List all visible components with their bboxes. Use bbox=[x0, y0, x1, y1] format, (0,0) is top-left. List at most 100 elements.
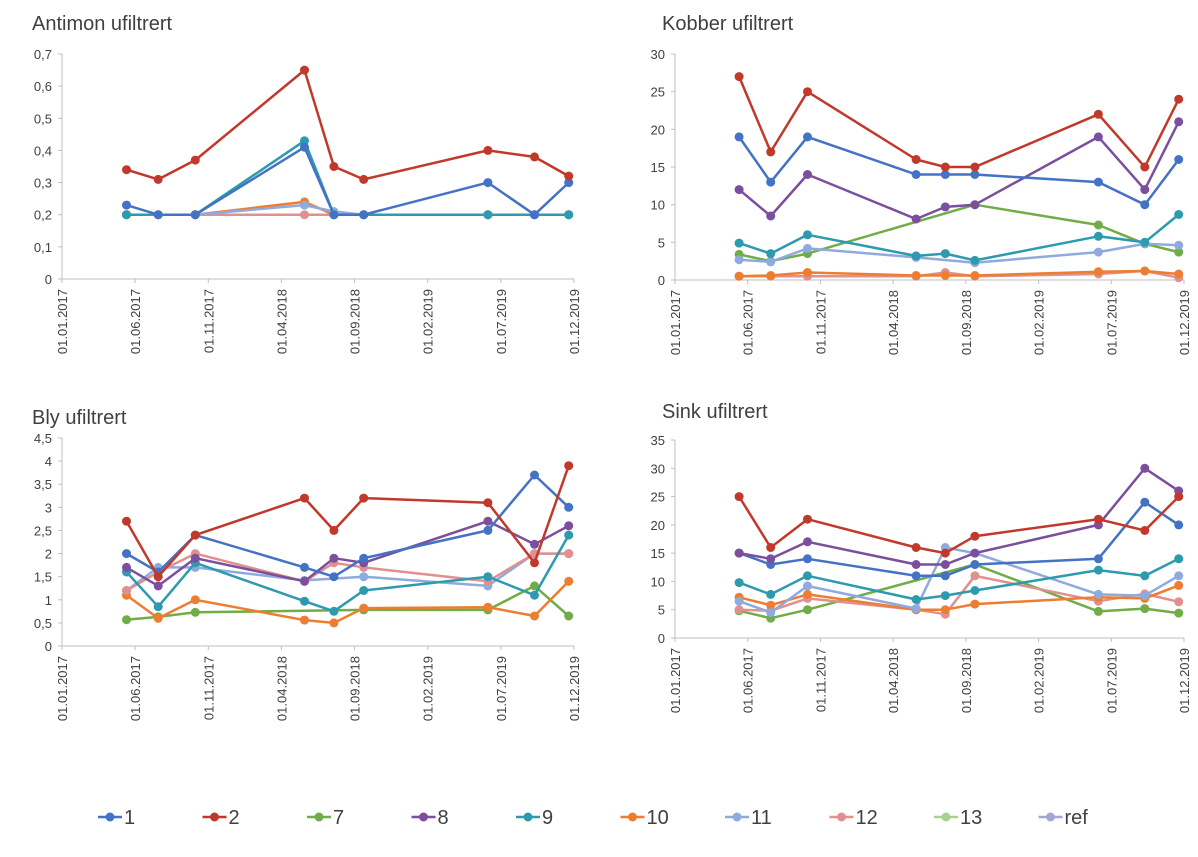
data-point bbox=[1174, 580, 1184, 590]
series-9 bbox=[122, 136, 574, 220]
y-tick-label: 2 bbox=[45, 547, 52, 562]
data-point bbox=[766, 543, 776, 552]
data-point bbox=[329, 618, 339, 628]
data-point bbox=[190, 210, 200, 220]
data-point bbox=[1093, 589, 1103, 599]
legend-item: 2 bbox=[202, 807, 240, 829]
y-tick-label: 20 bbox=[651, 518, 665, 533]
data-point bbox=[190, 553, 200, 563]
x-tick-label: 01.06.2017 bbox=[128, 656, 143, 721]
data-point bbox=[1174, 520, 1184, 530]
legend-swatch-marker bbox=[210, 812, 219, 822]
data-point bbox=[300, 576, 309, 586]
data-point bbox=[300, 615, 309, 625]
data-point bbox=[153, 210, 163, 220]
y-tick-label: 20 bbox=[651, 122, 665, 137]
data-point bbox=[483, 602, 493, 612]
data-point bbox=[940, 571, 950, 581]
data-point bbox=[483, 525, 493, 535]
series-12 bbox=[122, 549, 574, 595]
y-tick-label: 2,5 bbox=[34, 523, 52, 538]
legend-label: 1 bbox=[124, 807, 135, 829]
data-point bbox=[970, 271, 980, 280]
data-point bbox=[530, 581, 539, 591]
legend-swatch-marker bbox=[628, 812, 637, 822]
data-point bbox=[1174, 571, 1184, 581]
legend-item: 13 bbox=[934, 807, 982, 829]
data-point bbox=[734, 548, 744, 558]
legend-item: 10 bbox=[620, 807, 669, 829]
data-point bbox=[1140, 200, 1150, 210]
legend-item: 12 bbox=[829, 807, 878, 829]
x-tick-label: 01.04.2018 bbox=[274, 289, 289, 354]
x-tick-label: 01.11.2017 bbox=[201, 289, 216, 353]
data-point bbox=[300, 210, 309, 220]
data-point bbox=[190, 155, 200, 165]
legend: 1 2 7 8 9 10 11 12 13 ref bbox=[98, 807, 1088, 829]
y-tick-label: 15 bbox=[651, 160, 665, 175]
data-point bbox=[359, 210, 369, 220]
data-point bbox=[1140, 497, 1150, 507]
data-point bbox=[970, 599, 980, 609]
data-point bbox=[564, 549, 574, 559]
series-8 bbox=[734, 463, 1184, 569]
data-point bbox=[766, 177, 776, 187]
legend-swatch-marker bbox=[941, 812, 951, 822]
data-point bbox=[564, 611, 574, 621]
data-point bbox=[803, 170, 812, 179]
data-point bbox=[940, 591, 950, 601]
data-point bbox=[300, 493, 309, 503]
data-point bbox=[1093, 247, 1103, 257]
y-tick-label: 3,5 bbox=[34, 477, 52, 492]
y-tick-label: 0,6 bbox=[34, 79, 52, 94]
data-point bbox=[359, 603, 369, 613]
data-point bbox=[300, 596, 309, 606]
data-point bbox=[766, 608, 776, 617]
data-point bbox=[190, 607, 200, 617]
data-point bbox=[734, 578, 744, 588]
x-tick-label: 01.01.2017 bbox=[668, 290, 683, 355]
data-point bbox=[970, 548, 980, 558]
data-point bbox=[1174, 608, 1184, 618]
data-point bbox=[734, 492, 744, 502]
data-point bbox=[803, 87, 812, 97]
data-point bbox=[564, 521, 574, 531]
data-point bbox=[122, 200, 131, 210]
data-point bbox=[359, 493, 369, 503]
chart-title: Kobber ufiltrert bbox=[662, 13, 794, 35]
series-1 bbox=[734, 132, 1184, 210]
data-point bbox=[1140, 237, 1150, 247]
data-point bbox=[1093, 514, 1103, 524]
legend-item: 8 bbox=[411, 807, 449, 829]
legend-item: 11 bbox=[725, 807, 772, 829]
data-point bbox=[122, 165, 131, 175]
legend-swatch-marker bbox=[837, 812, 846, 822]
data-point bbox=[564, 178, 574, 188]
y-tick-label: 25 bbox=[651, 490, 665, 505]
legend-label: 9 bbox=[542, 807, 553, 829]
x-tick-label: 01.12.2019 bbox=[567, 289, 582, 354]
legend-label: ref bbox=[1065, 807, 1089, 829]
data-point bbox=[911, 170, 921, 179]
data-point bbox=[329, 162, 339, 171]
x-tick-label: 01.12.2019 bbox=[1177, 648, 1192, 713]
x-tick-label: 01.01.2017 bbox=[668, 648, 683, 713]
data-point bbox=[564, 576, 574, 586]
data-point bbox=[530, 539, 539, 549]
data-point bbox=[564, 502, 574, 512]
x-tick-label: 01.07.2019 bbox=[1104, 290, 1119, 355]
legend-label: 13 bbox=[960, 807, 982, 829]
data-point bbox=[803, 243, 812, 253]
series-2 bbox=[122, 461, 574, 582]
legend-item: 7 bbox=[307, 807, 344, 829]
chart-panel-1: Antimon ufiltrert 0 0,1 0,2 0,3 0,4 0,5 0,6 0,7 0… bbox=[32, 13, 582, 354]
data-point bbox=[329, 572, 339, 582]
data-point bbox=[1093, 554, 1103, 564]
data-point bbox=[564, 171, 574, 181]
legend-item: ref bbox=[1038, 807, 1089, 829]
data-point bbox=[1174, 210, 1184, 219]
data-point bbox=[970, 200, 980, 210]
data-point bbox=[122, 516, 131, 526]
data-point bbox=[766, 271, 776, 280]
legend-swatch-marker bbox=[523, 812, 533, 822]
